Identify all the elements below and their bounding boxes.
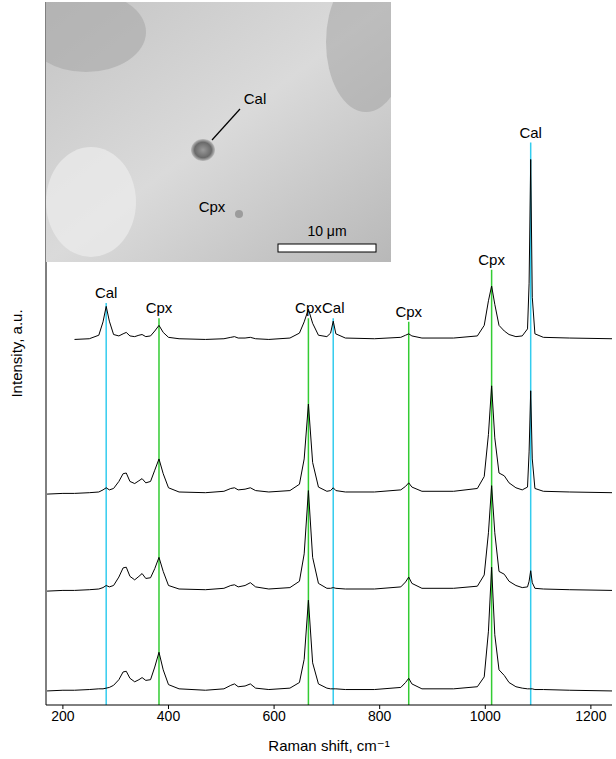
svg-text:Cpx: Cpx — [146, 299, 173, 316]
svg-text:600: 600 — [262, 708, 286, 724]
svg-text:800: 800 — [368, 708, 392, 724]
svg-text:Cpx: Cpx — [199, 198, 226, 215]
svg-text:10 μm: 10 μm — [307, 223, 346, 239]
svg-text:Raman shift, cm⁻¹: Raman shift, cm⁻¹ — [268, 737, 389, 754]
svg-text:Intensity, a.u.: Intensity, a.u. — [8, 309, 25, 397]
svg-text:Cpx: Cpx — [295, 299, 322, 316]
svg-text:Cal: Cal — [322, 299, 345, 316]
svg-text:Cpx: Cpx — [478, 251, 505, 268]
svg-text:Cal: Cal — [519, 124, 542, 141]
svg-text:1000: 1000 — [470, 708, 501, 724]
svg-text:400: 400 — [157, 708, 181, 724]
svg-text:Cal: Cal — [244, 90, 267, 107]
svg-text:Cpx: Cpx — [395, 303, 422, 320]
svg-text:200: 200 — [51, 708, 75, 724]
svg-text:1200: 1200 — [575, 708, 606, 724]
svg-text:Cal: Cal — [95, 284, 118, 301]
